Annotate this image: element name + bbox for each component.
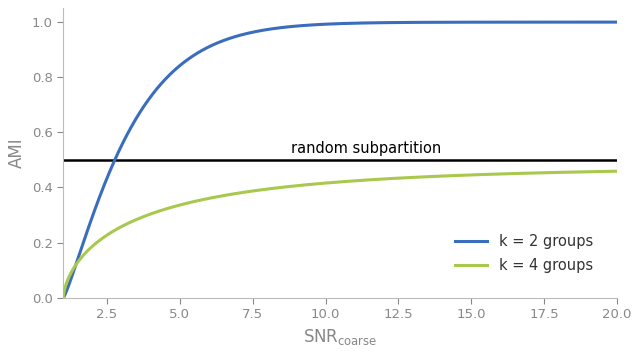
k = 4 groups xyxy=(314,182,322,186)
k = 2 groups xyxy=(329,22,337,26)
k = 2 groups xyxy=(88,217,95,221)
k = 2 groups xyxy=(597,20,605,24)
k = 4 groups xyxy=(88,245,95,249)
k = 4 groups xyxy=(60,296,67,300)
Text: random subpartition: random subpartition xyxy=(291,141,441,156)
k = 2 groups xyxy=(60,296,67,300)
Y-axis label: AMI: AMI xyxy=(8,138,26,168)
k = 2 groups xyxy=(314,22,322,27)
Legend: k = 2 groups, k = 4 groups: k = 2 groups, k = 4 groups xyxy=(449,228,598,279)
k = 2 groups xyxy=(613,20,621,24)
Line: k = 2 groups: k = 2 groups xyxy=(63,22,617,298)
k = 2 groups xyxy=(495,20,503,24)
X-axis label: SNR$_{\rm coarse}$: SNR$_{\rm coarse}$ xyxy=(303,327,377,347)
k = 4 groups xyxy=(596,169,604,174)
k = 4 groups xyxy=(495,172,503,176)
k = 4 groups xyxy=(597,169,605,174)
k = 4 groups xyxy=(613,169,621,173)
k = 4 groups xyxy=(329,180,337,185)
Line: k = 4 groups: k = 4 groups xyxy=(63,171,617,298)
k = 2 groups xyxy=(596,20,604,24)
